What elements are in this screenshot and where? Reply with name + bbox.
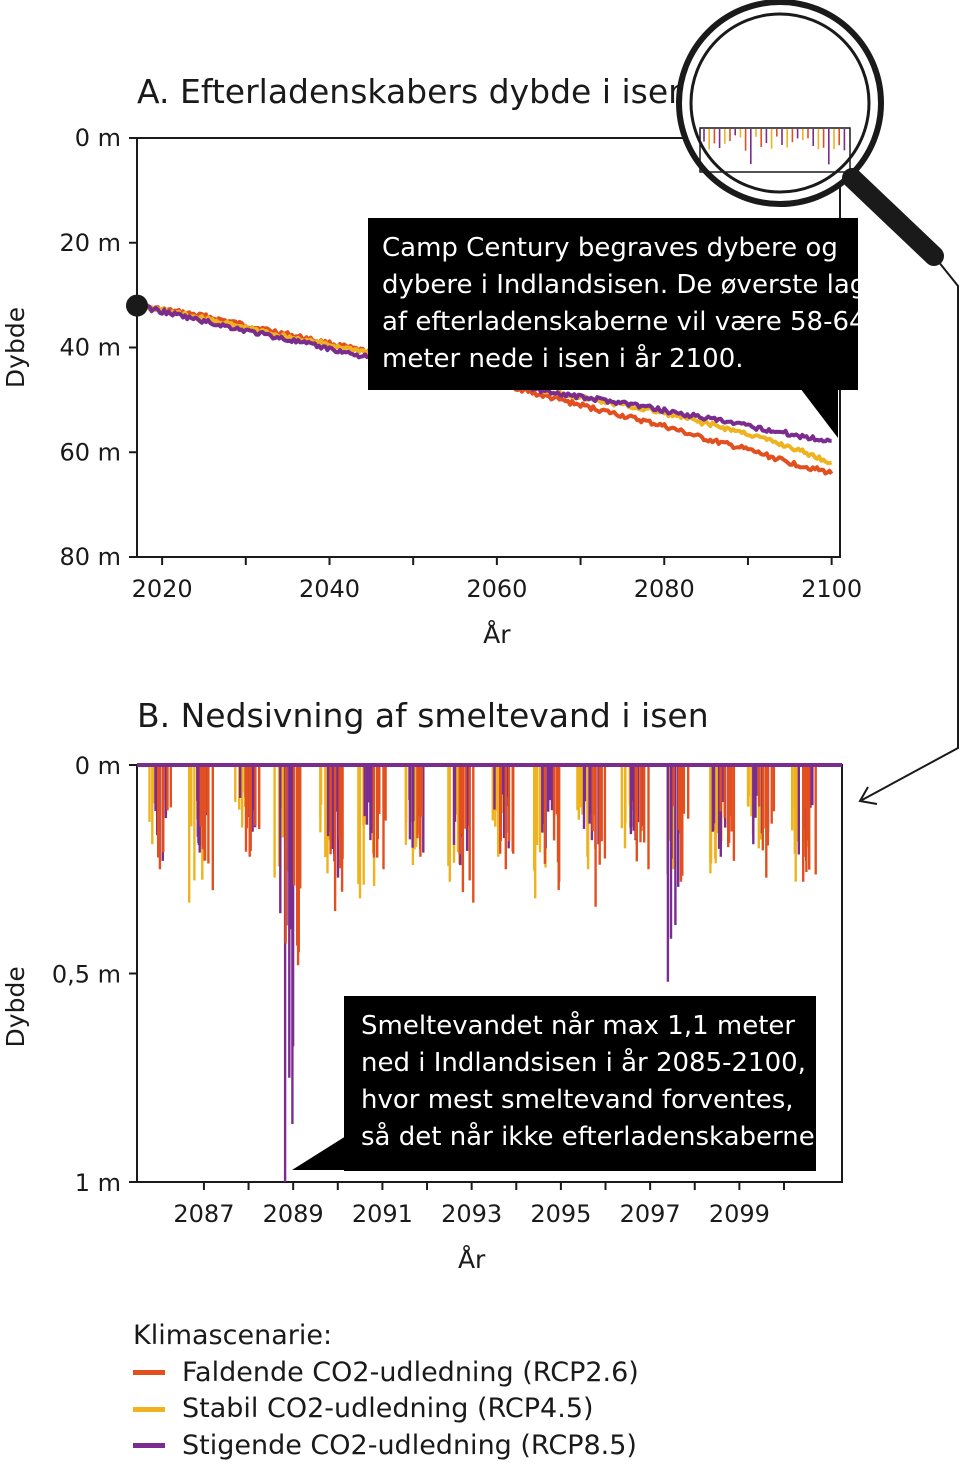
connector-line bbox=[862, 256, 958, 800]
legend-label-rcp45: Stabil CO2-udledning (RCP4.5) bbox=[182, 1391, 594, 1428]
legend-swatch-rcp85 bbox=[133, 1443, 165, 1448]
chart-b-title: B. Nedsivning af smeltevand i isen bbox=[137, 696, 709, 735]
legend-swatch-rcp45 bbox=[133, 1407, 165, 1412]
chart-a-xtick-label: 2060 bbox=[466, 575, 527, 603]
chart-b-callout-line: hvor mest smeltevand forventes, bbox=[361, 1085, 794, 1115]
chart-b-ytick-label: 0,5 m bbox=[52, 961, 121, 989]
chart-a-callout-line: meter nede i isen i år 2100. bbox=[382, 343, 744, 374]
legend-item-rcp45: Stabil CO2-udledning (RCP4.5) bbox=[133, 1391, 639, 1428]
chart-a-ytick-label: 60 m bbox=[59, 438, 121, 466]
chart-b-xtick-label: 2095 bbox=[530, 1200, 591, 1228]
chart-b-xtick-label: 2093 bbox=[441, 1200, 502, 1228]
legend-title: Klimascenarie: bbox=[133, 1318, 639, 1355]
chart-a-xtick-label: 2100 bbox=[801, 575, 862, 603]
chart-b-xtick-label: 2091 bbox=[352, 1200, 413, 1228]
chart-b-xtick-label: 2097 bbox=[620, 1200, 681, 1228]
chart-b-xtick-label: 2099 bbox=[709, 1200, 770, 1228]
chart-a-start-point bbox=[126, 295, 148, 317]
chart-b-callout-line: så det når ikke efterladenskaberne. bbox=[361, 1121, 823, 1152]
magnifier-inner-ring bbox=[691, 14, 869, 192]
chart-a-callout-line: af efterladenskaberne vil være 58-64 bbox=[382, 307, 866, 337]
chart-a-xtick-label: 2080 bbox=[634, 575, 695, 603]
chart-b-ytick-label: 1 m bbox=[75, 1169, 121, 1197]
chart-b-ytick-label: 0 m bbox=[75, 752, 121, 780]
chart-a-xtick-label: 2040 bbox=[299, 575, 360, 603]
chart-b-callout-line: ned i Indlandsisen i år 2085-2100, bbox=[361, 1047, 806, 1078]
chart-a-callout-line: Camp Century begraves dybere og bbox=[382, 233, 838, 263]
chart-b-callout-pointer bbox=[292, 1136, 346, 1170]
legend-item-rcp26: Faldende CO2-udledning (RCP2.6) bbox=[133, 1355, 639, 1392]
chart-a-title: A. Efterladenskabers dybde i isen bbox=[137, 72, 689, 111]
magnifier-handle bbox=[852, 178, 934, 256]
chart-b-xtick-label: 2087 bbox=[173, 1200, 234, 1228]
chart-a-ytick-label: 80 m bbox=[59, 543, 121, 571]
chart-a-ytick-label: 0 m bbox=[75, 124, 121, 152]
legend-label-rcp85: Stigende CO2-udledning (RCP8.5) bbox=[182, 1428, 637, 1464]
chart-a-callout-line: dybere i Indlandsisen. De øverste lag bbox=[382, 270, 866, 300]
chart-b-xlabel: År bbox=[458, 1245, 486, 1274]
chart-a-ytick-label: 40 m bbox=[59, 334, 121, 362]
chart-b-xtick-label: 2089 bbox=[263, 1200, 324, 1228]
legend: Klimascenarie: Faldende CO2-udledning (R… bbox=[133, 1318, 639, 1464]
chart-a-callout-pointer bbox=[800, 388, 838, 438]
legend-item-rcp85: Stigende CO2-udledning (RCP8.5) bbox=[133, 1428, 639, 1464]
chart-a-ylabel: Dybde bbox=[1, 307, 30, 388]
chart-a-xlabel: År bbox=[483, 620, 511, 649]
chart-a-xtick-label: 2020 bbox=[132, 575, 193, 603]
chart-b-callout-line: Smeltevandet når max 1,1 meter bbox=[361, 1010, 795, 1041]
chart-a-ytick-label: 20 m bbox=[59, 229, 121, 257]
legend-swatch-rcp26 bbox=[133, 1370, 165, 1375]
chart-b-ylabel: Dybde bbox=[1, 966, 30, 1047]
legend-label-rcp26: Faldende CO2-udledning (RCP2.6) bbox=[182, 1355, 639, 1392]
